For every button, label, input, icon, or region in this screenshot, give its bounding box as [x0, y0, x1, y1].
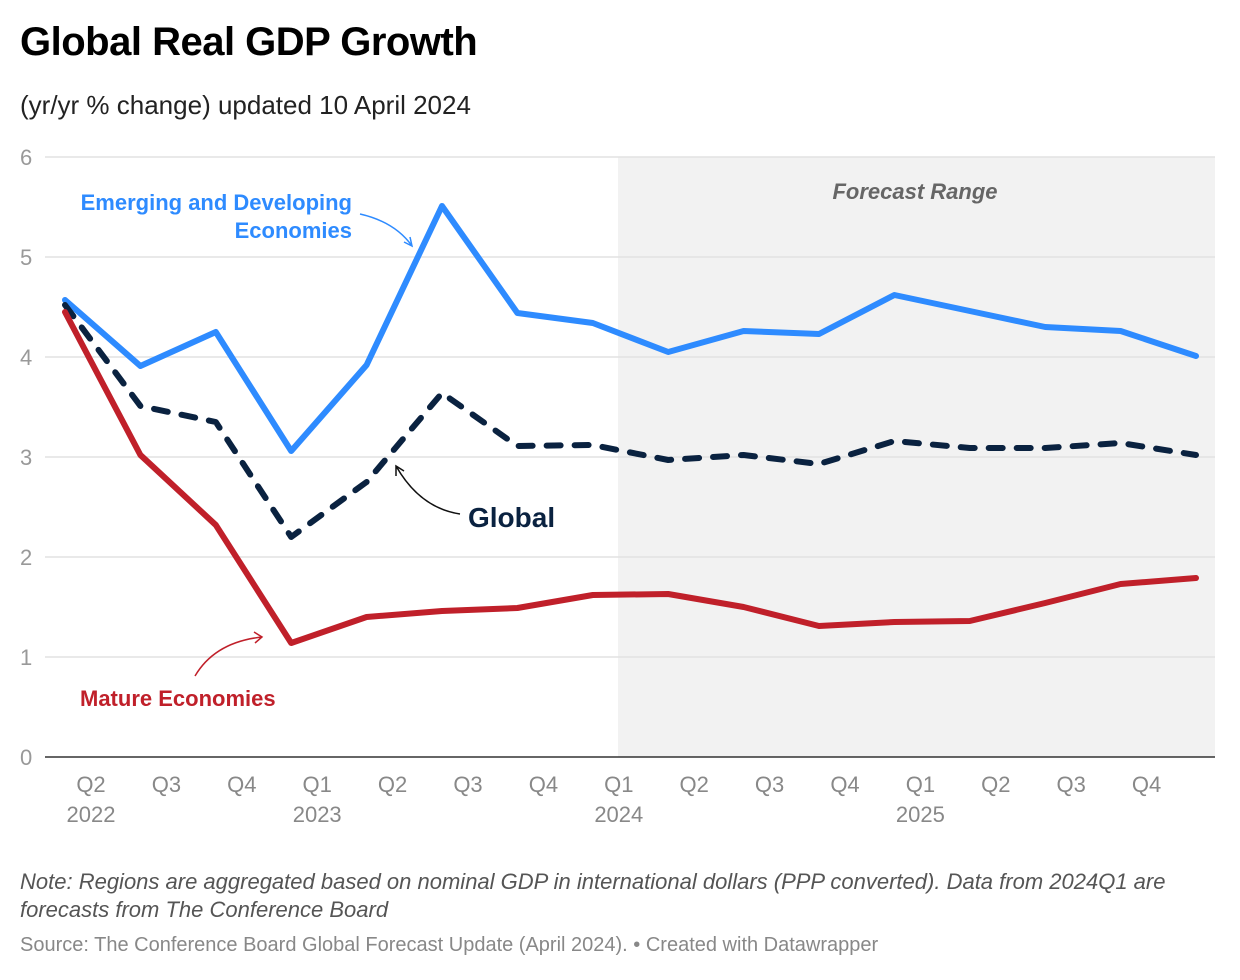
x-tick-label: Q2 — [378, 772, 407, 797]
x-tick-label: Q3 — [453, 772, 482, 797]
x-tick-label: Q1 — [303, 772, 332, 797]
y-tick-label: 3 — [20, 445, 32, 470]
series-line-0 — [62, 203, 1199, 454]
line-chart: 0 1 2 3 4 5 6 Forecast Range Q2 2022 Q3 Q4 Q1 2023 Q… — [20, 145, 1215, 827]
x-tick-label: Q4 — [830, 772, 859, 797]
chart-subtitle: (yr/yr % change) updated 10 April 2024 — [20, 90, 471, 120]
x-tick-year-label: 2025 — [896, 802, 945, 827]
x-tick-label: Q4 — [1132, 772, 1161, 797]
chart-note: Note: Regions are aggregated based on no… — [20, 869, 1166, 922]
emerging-label-line2: Economies — [235, 218, 352, 243]
forecast-range-label: Forecast Range — [832, 179, 997, 204]
emerging-arrow-icon — [359, 213, 414, 248]
x-tick-label: Q2 — [76, 772, 105, 797]
y-tick-label: 2 — [20, 545, 32, 570]
x-tick-label: Q3 — [755, 772, 784, 797]
emerging-label-line1: Emerging and Developing — [81, 190, 352, 215]
x-tick-label: Q4 — [227, 772, 256, 797]
x-tick-label: Q3 — [1057, 772, 1086, 797]
series-line-1 — [62, 302, 1199, 540]
y-tick-label: 5 — [20, 245, 32, 270]
y-tick-label: 0 — [20, 745, 32, 770]
global-arrow-icon — [395, 464, 461, 515]
y-tick-label: 1 — [20, 645, 32, 670]
chart-title: Global Real GDP Growth — [20, 20, 478, 64]
x-tick-year-label: 2022 — [67, 802, 116, 827]
x-tick-label: Q4 — [529, 772, 558, 797]
global-label: Global — [468, 502, 555, 533]
x-tick-label: Q2 — [981, 772, 1010, 797]
y-tick-label: 4 — [20, 345, 32, 370]
x-tick-label: Q2 — [680, 772, 709, 797]
x-tick-year-label: 2023 — [293, 802, 342, 827]
x-tick-year-label: 2024 — [594, 802, 643, 827]
mature-label: Mature Economies — [80, 686, 276, 711]
chart-source: Source: The Conference Board Global Fore… — [20, 934, 879, 956]
x-tick-label: Q1 — [906, 772, 935, 797]
mature-arrow-icon — [194, 631, 264, 677]
series-line-2 — [62, 309, 1199, 646]
x-tick-label: Q1 — [604, 772, 633, 797]
x-tick-label: Q3 — [152, 772, 181, 797]
y-tick-label: 6 — [20, 145, 32, 170]
